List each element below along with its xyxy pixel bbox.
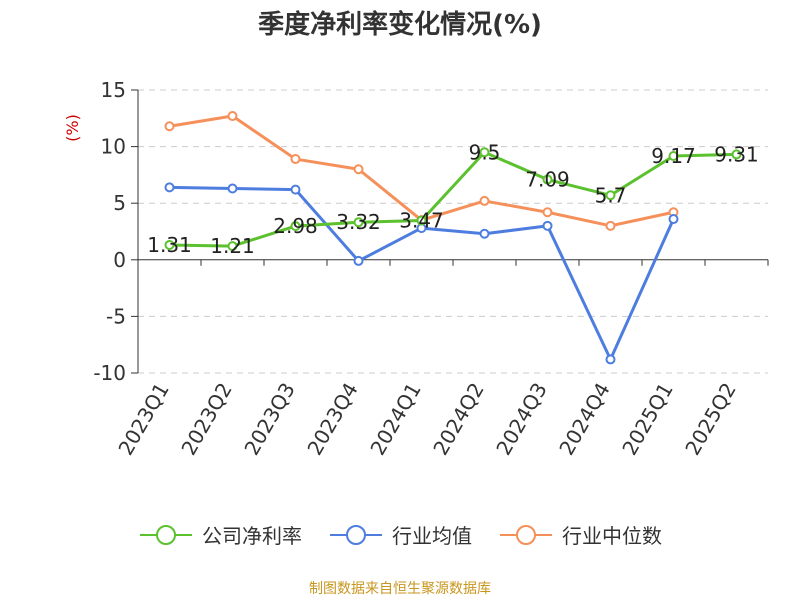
- data-point-2-3: [353, 164, 364, 175]
- data-point-2-2: [290, 154, 301, 165]
- data-point-1-3: [353, 255, 364, 266]
- data-point-2-0: [164, 121, 175, 132]
- data-point-1-8: [668, 214, 679, 225]
- x-tick-label-6: 2024Q3: [491, 379, 551, 460]
- data-point-1-1: [227, 183, 238, 194]
- x-tick-label-7: 2024Q4: [554, 379, 614, 460]
- y-tick-label-3: 0: [113, 248, 126, 272]
- y-tick-label-1: 10: [101, 135, 126, 159]
- series-line-0: [169, 150, 737, 248]
- series-0: [164, 147, 742, 252]
- data-point-0-9: [731, 149, 742, 160]
- legend-label-2: 行业中位数: [562, 524, 662, 548]
- data-point-2-6: [542, 207, 553, 218]
- data-point-0-4: [416, 215, 427, 226]
- x-tick-label-0: 2023Q1: [113, 379, 173, 460]
- legend-item-2[interactable]: 行业中位数: [498, 520, 662, 549]
- data-point-1-2: [290, 184, 301, 195]
- data-point-0-5: [479, 147, 490, 158]
- chart-title: 季度净利率变化情况(%): [258, 10, 542, 40]
- legend-marker-1: [330, 524, 382, 545]
- y-tick-label-0: 15: [101, 78, 126, 102]
- legend-marker-0: [140, 524, 192, 545]
- data-point-1-7: [605, 354, 616, 365]
- data-point-1-6: [542, 220, 553, 231]
- series-1: [164, 182, 679, 365]
- legend-item-1[interactable]: 行业均值: [328, 520, 472, 549]
- x-tick-label-9: 2025Q2: [680, 379, 740, 460]
- source-note: 制图数据来自恒生聚源数据库: [309, 581, 491, 597]
- legend-item-0[interactable]: 公司净利率: [138, 520, 302, 549]
- grid-layer: [138, 89, 768, 374]
- data-point-0-3: [353, 217, 364, 228]
- data-label-0-0: 1.31: [147, 233, 192, 257]
- data-label-0-1: 1.21: [210, 234, 255, 258]
- y-axis-label: (%): [63, 114, 82, 142]
- data-label-0-6: 7.09: [525, 168, 570, 192]
- data-point-0-6: [542, 174, 553, 185]
- data-point-0-1: [227, 241, 238, 252]
- x-tick-label-4: 2024Q1: [365, 379, 425, 460]
- data-point-2-5: [479, 195, 490, 206]
- series-layer: [164, 111, 742, 365]
- data-label-0-9: 9.31: [714, 142, 759, 166]
- y-tick-label-4: -5: [106, 304, 126, 328]
- data-point-0-2: [290, 221, 301, 232]
- x-tick-label-8: 2025Q1: [617, 379, 677, 460]
- x-tick-label-1: 2023Q2: [176, 379, 236, 460]
- legend: 公司净利率 行业均值 行业中位数: [0, 520, 800, 549]
- data-label-0-5: 9.5: [469, 140, 501, 164]
- label-layer: 1.31 1.21 2.98 3.32 3.47 9.5 7.09 5.7 9.17 9.31: [147, 140, 759, 258]
- y-tick-label-5: -10: [93, 361, 126, 385]
- x-tick-label-5: 2024Q2: [428, 379, 488, 460]
- data-label-0-3: 3.32: [336, 210, 381, 234]
- x-tick-label-2: 2023Q3: [239, 379, 299, 460]
- data-label-0-2: 2.98: [273, 214, 318, 238]
- legend-label-0: 公司净利率: [202, 524, 302, 548]
- data-point-0-8: [668, 150, 679, 161]
- data-point-0-0: [164, 239, 175, 250]
- data-point-1-0: [164, 182, 175, 193]
- data-point-2-1: [227, 111, 238, 122]
- data-label-0-8: 9.17: [651, 144, 696, 168]
- legend-marker-2: [500, 524, 552, 545]
- data-point-2-7: [605, 220, 616, 231]
- data-label-0-7: 5.7: [595, 183, 627, 207]
- data-point-1-5: [479, 228, 490, 239]
- y-tick-label-2: 5: [113, 191, 126, 215]
- legend-label-1: 行业均值: [392, 524, 472, 548]
- data-label-0-4: 3.47: [399, 209, 444, 233]
- x-tick-label-3: 2023Q4: [302, 379, 362, 460]
- data-point-0-7: [605, 190, 616, 201]
